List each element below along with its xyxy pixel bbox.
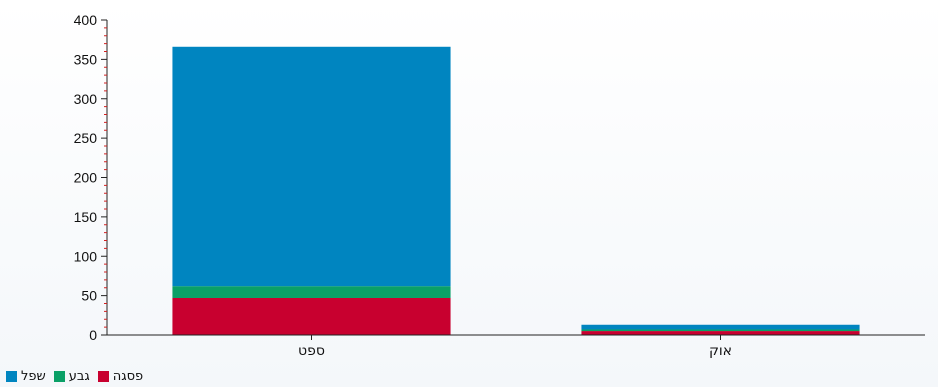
y-tick-label: 200 — [74, 170, 98, 186]
legend-label: שפל — [21, 368, 46, 384]
legend-label: פסגה — [112, 368, 144, 384]
bar-segment-2-cat-1 — [172, 286, 451, 298]
legend: פסגה גבע שפל — [6, 366, 143, 386]
y-tick-label: 0 — [89, 327, 97, 343]
legend-item: שפל — [6, 369, 46, 384]
y-axis: 0 50 100 150 200 250 300 350 400 — [74, 12, 108, 343]
y-tick-label: 150 — [74, 209, 98, 225]
legend-item: פסגה — [97, 368, 144, 384]
y-tick-label: 50 — [81, 288, 97, 304]
bar-segment-1-cat-1 — [172, 297, 451, 335]
y-tick-label: 100 — [74, 248, 98, 264]
bar-group — [172, 46, 860, 335]
x-tick-label: ספט — [298, 343, 325, 359]
y-tick-label: 400 — [74, 12, 98, 28]
y-tick-label: 350 — [74, 51, 98, 67]
x-tick-label: אוק — [709, 343, 732, 359]
legend-swatch — [6, 370, 17, 382]
y-tick-label: 300 — [74, 91, 98, 107]
bar-segment-1-cat-2 — [581, 331, 860, 335]
legend-item: גבע — [53, 368, 90, 384]
bar-segment-3-cat-1 — [172, 46, 451, 287]
x-axis: ספט אוק — [107, 334, 925, 359]
legend-swatch — [53, 370, 65, 382]
bar-segment-2-cat-2 — [581, 329, 860, 332]
stacked-bar-chart: 0 50 100 150 200 250 300 350 400 ספט אוק — [74, 12, 925, 359]
bar-segment-3-cat-2 — [581, 324, 860, 330]
legend-label: גבע — [68, 368, 90, 384]
y-tick-label: 250 — [74, 130, 98, 146]
legend-swatch — [97, 370, 109, 382]
